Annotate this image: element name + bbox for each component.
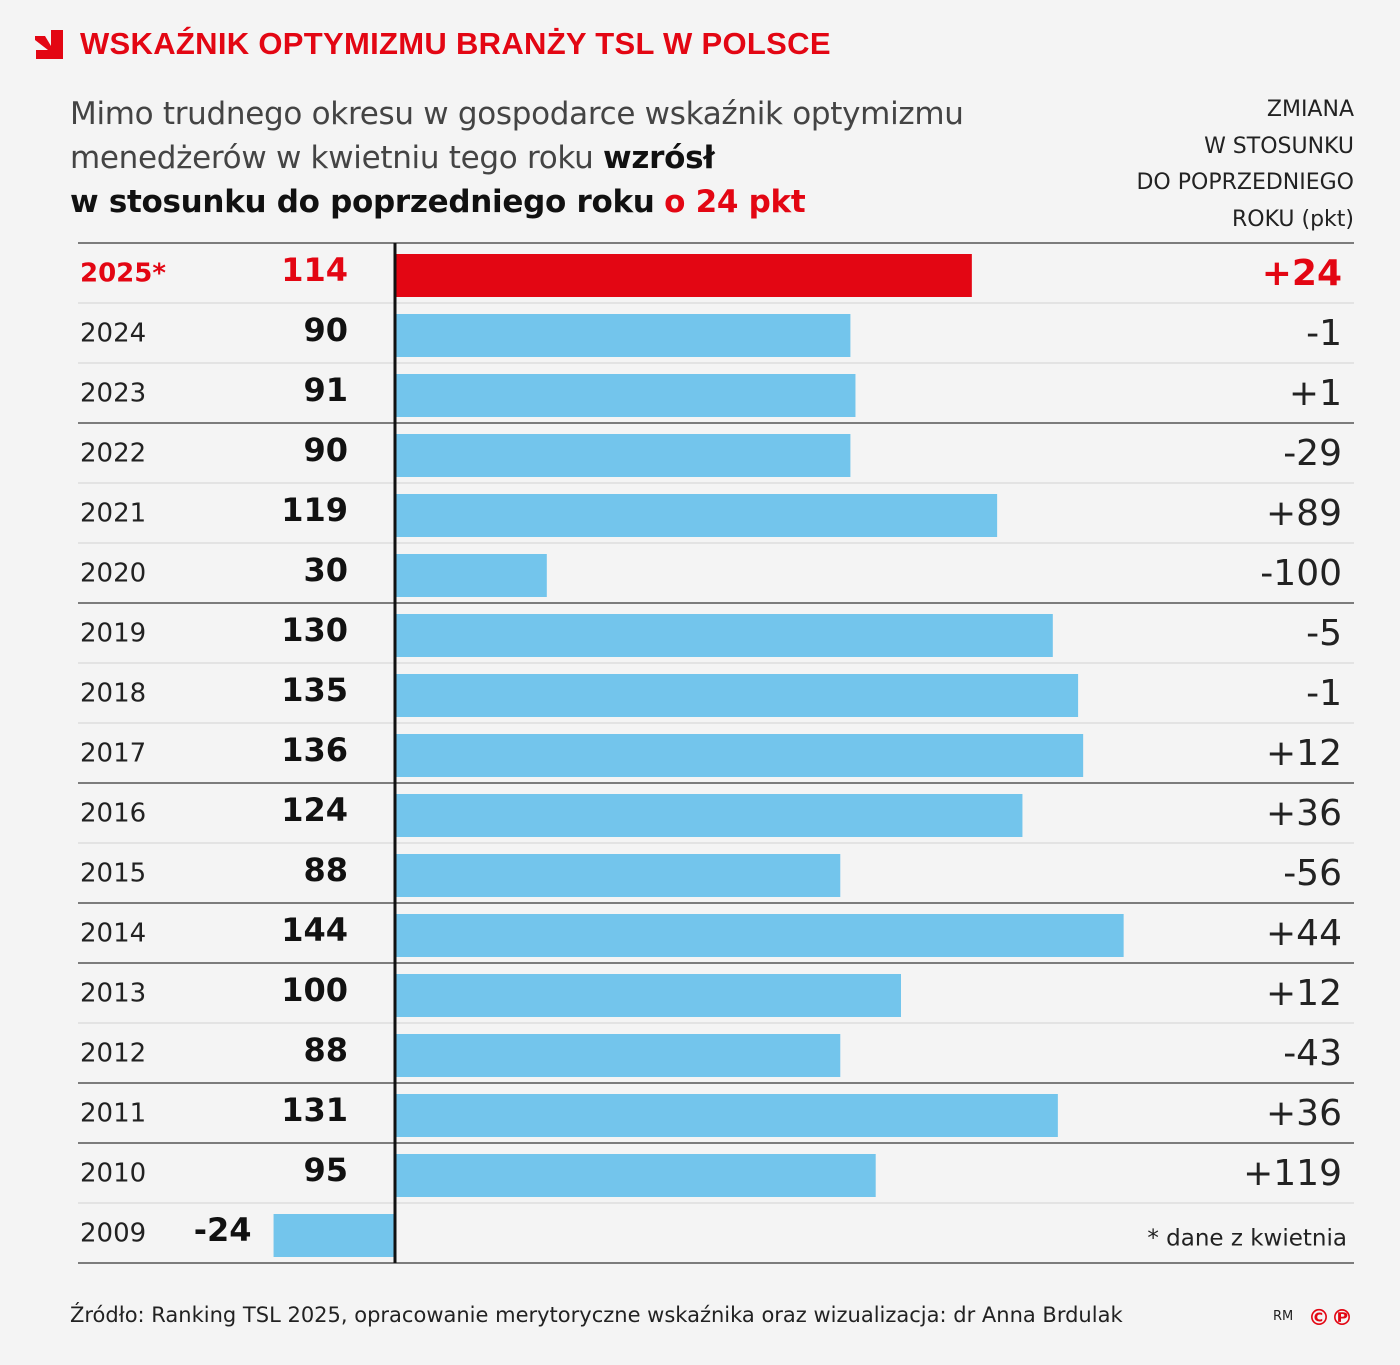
value-label: 131: [281, 1091, 348, 1129]
subtitle-text: Mimo trudnego okresu w gospodarce wskaźn…: [70, 96, 964, 132]
change-label: +36: [1266, 1093, 1342, 1134]
bar: [395, 1094, 1058, 1137]
bar: [395, 374, 856, 417]
header-line: ZMIANA: [1266, 97, 1354, 122]
header-line: DO POPRZEDNIEGO: [1136, 170, 1354, 195]
change-label: +24: [1262, 253, 1342, 294]
category-label: 2011: [80, 1099, 146, 1129]
value-label: 30: [303, 551, 348, 589]
bar: [395, 674, 1079, 717]
category-label: 2009: [80, 1219, 146, 1249]
value-label: 88: [303, 1031, 348, 1069]
category-label: 2023: [80, 379, 146, 409]
bar: [395, 794, 1023, 837]
change-label: +12: [1266, 733, 1342, 774]
change-label: +44: [1266, 913, 1342, 954]
category-label: 2019: [80, 619, 146, 649]
bar: [395, 914, 1124, 957]
bar: [395, 614, 1053, 657]
category-label: 2014: [80, 919, 146, 949]
bar: [273, 1214, 395, 1257]
change-label: +12: [1266, 973, 1342, 1014]
value-label: 144: [281, 911, 348, 949]
subtitle-bold: wzrósł: [603, 140, 715, 176]
subtitle-bold: w stosunku do poprzedniego roku: [70, 184, 655, 220]
value-label: 135: [281, 671, 348, 709]
change-label: +36: [1266, 793, 1342, 834]
value-label: 119: [281, 491, 348, 529]
subtitle-text: menedżerów w kwietniu tego roku: [70, 140, 594, 176]
category-label: 2022: [80, 439, 146, 469]
value-label: 90: [303, 311, 348, 349]
header-line: W STOSUNKU: [1204, 133, 1354, 159]
value-label: 100: [281, 971, 348, 1009]
bar: [395, 974, 901, 1017]
value-label: 90: [303, 431, 348, 469]
change-label: -100: [1260, 553, 1342, 594]
value-label: 136: [281, 731, 348, 769]
footnote: * dane z kwietnia: [1147, 1226, 1347, 1252]
change-label: -43: [1283, 1033, 1342, 1074]
category-label: 2021: [80, 499, 146, 529]
value-label: 114: [281, 251, 348, 289]
bar: [395, 854, 841, 897]
value-label: 91: [303, 371, 348, 409]
chart-title: WSKAŹNIK OPTYMIZMU BRANŻY TSL W POLSCE: [80, 26, 831, 61]
header-line: ROKU (pkt): [1231, 206, 1354, 232]
category-label: 2010: [80, 1159, 146, 1189]
logo: ©℗: [1308, 1306, 1354, 1331]
source: Źródło: Ranking TSL 2025, opracowanie me…: [70, 1303, 1123, 1327]
bar: [395, 734, 1084, 777]
credit: RM: [1273, 1309, 1294, 1324]
category-label: 2024: [80, 319, 146, 349]
category-label: 2013: [80, 979, 146, 1009]
value-label: 124: [281, 791, 348, 829]
category-label: 2025*: [80, 259, 166, 289]
bar: [395, 314, 851, 357]
title-icon: [35, 30, 63, 59]
change-label: -5: [1306, 613, 1342, 654]
change-header: ZMIANA W STOSUNKU DO POPRZEDNIEGO ROKU (pkt…: [1136, 92, 1354, 238]
change-label: -1: [1306, 673, 1342, 714]
category-label: 2015: [80, 859, 146, 889]
subtitle-highlight: o 24 pkt: [664, 184, 806, 220]
value-label: 95: [303, 1151, 348, 1189]
category-label: 2017: [80, 739, 146, 769]
bar: [395, 1154, 876, 1197]
value-label: -24: [194, 1211, 252, 1249]
change-label: +89: [1266, 493, 1342, 534]
category-label: 2020: [80, 559, 146, 589]
bar: [395, 254, 972, 297]
bar: [395, 1034, 841, 1077]
category-label: 2016: [80, 799, 146, 829]
bar: [395, 554, 547, 597]
category-label: 2012: [80, 1039, 146, 1069]
bar: [395, 494, 998, 537]
value-label: 130: [281, 611, 348, 649]
bar: [395, 434, 851, 477]
change-label: -56: [1283, 853, 1342, 894]
change-label: -29: [1283, 433, 1342, 474]
change-label: -1: [1306, 313, 1342, 354]
value-label: 88: [303, 851, 348, 889]
change-label: +1: [1289, 373, 1342, 414]
change-label: +119: [1243, 1153, 1342, 1194]
subtitle: Mimo trudnego okresu w gospodarce wskaźn…: [70, 92, 964, 224]
category-label: 2018: [80, 679, 146, 709]
